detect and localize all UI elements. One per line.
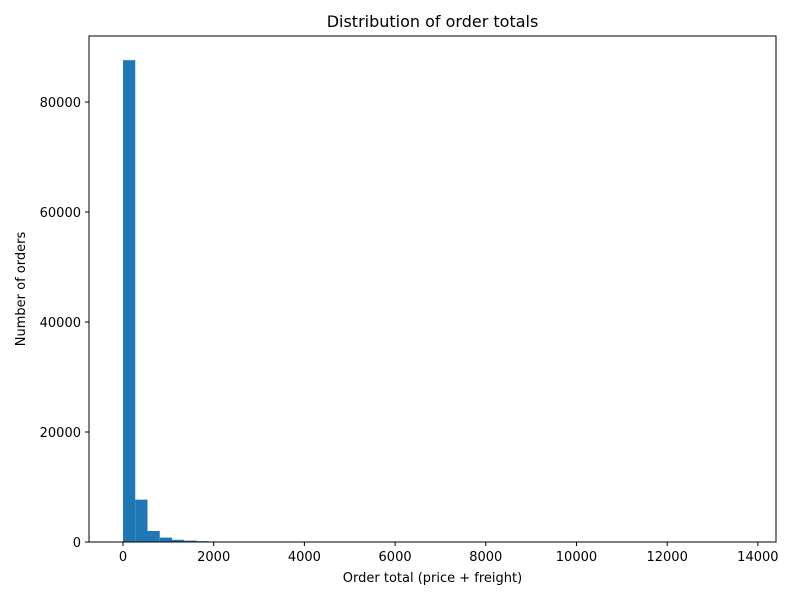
y-axis: 0 20000 40000 60000 80000 (40, 96, 89, 551)
x-tick-label: 6000 (379, 550, 412, 565)
y-tick-label: 0 (73, 536, 81, 551)
x-axis-title: Order total (price + freight) (343, 571, 522, 586)
y-tick-label: 40000 (40, 316, 81, 331)
plot-frame (88, 35, 777, 543)
y-tick-label: 80000 (40, 96, 81, 111)
x-tick-label: 14000 (737, 550, 778, 565)
histogram-bar (147, 531, 160, 542)
x-tick-label: 10000 (556, 550, 597, 565)
y-tick-label: 20000 (40, 426, 81, 441)
chart-title: Distribution of order totals (327, 12, 539, 31)
y-axis-title: Number of orders (14, 232, 29, 347)
histogram-bar (171, 539, 185, 542)
histogram-bar (135, 499, 148, 542)
histogram-bar (123, 60, 136, 542)
x-axis: 0 2000 4000 6000 8000 10000 12000 14000 (119, 542, 779, 565)
histogram-bar (159, 537, 172, 542)
histogram-bar (184, 540, 197, 542)
x-tick-label: 0 (119, 550, 127, 565)
x-tick-label: 2000 (197, 550, 230, 565)
y-tick-label: 60000 (40, 206, 81, 221)
x-tick-label: 4000 (288, 550, 321, 565)
x-tick-label: 8000 (469, 550, 502, 565)
x-tick-label: 12000 (646, 550, 687, 565)
